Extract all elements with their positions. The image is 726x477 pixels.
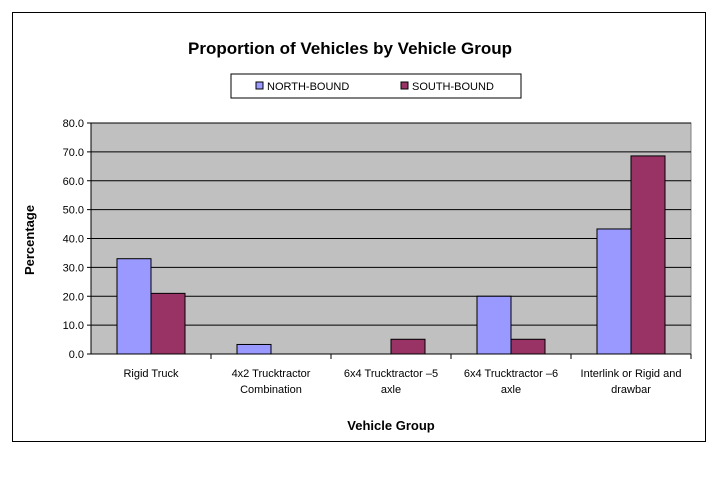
legend-swatch bbox=[400, 81, 409, 90]
x-tick-label: 6x4 Trucktractor –6 bbox=[464, 368, 558, 380]
y-tick-label: 20.0 bbox=[63, 291, 84, 303]
bar-south-bound bbox=[510, 338, 546, 355]
x-tick-label: 6x4 Trucktractor –5 bbox=[344, 368, 438, 380]
y-tick-label: 30.0 bbox=[63, 262, 84, 274]
y-axis-title: Percentage bbox=[22, 205, 37, 275]
x-tick-label: axle bbox=[501, 384, 521, 396]
legend: NORTH-BOUND SOUTH-BOUND bbox=[230, 73, 522, 99]
bars bbox=[116, 155, 666, 355]
x-tick-label: Rigid Truck bbox=[123, 368, 179, 380]
legend-label: NORTH-BOUND bbox=[267, 81, 349, 93]
y-tick-label: 0.0 bbox=[69, 349, 84, 361]
x-tick-label: axle bbox=[381, 384, 401, 396]
y-tick-label: 60.0 bbox=[63, 176, 84, 188]
x-axis-ticks: Rigid Truck 4x2 Trucktractor Combination 6x… bbox=[123, 354, 692, 396]
legend-swatch bbox=[255, 81, 264, 90]
y-tick-label: 40.0 bbox=[63, 234, 84, 246]
y-tick-label: 10.0 bbox=[63, 320, 84, 332]
legend-label: SOUTH-BOUND bbox=[412, 81, 494, 93]
chart-title: Proportion of Vehicles by Vehicle Group bbox=[188, 39, 512, 58]
x-tick-label: 4x2 Trucktractor bbox=[232, 368, 311, 380]
x-tick-label: Interlink or Rigid and bbox=[581, 368, 682, 380]
bar-north-bound bbox=[236, 343, 272, 355]
bar-north-bound bbox=[116, 258, 152, 355]
x-axis-title: Vehicle Group bbox=[347, 418, 434, 433]
y-axis-ticks: 0.0 10.0 20.0 30.0 40.0 50.0 60.0 70.0 80.0 bbox=[63, 118, 691, 361]
y-tick-label: 70.0 bbox=[63, 147, 84, 159]
legend-box bbox=[230, 73, 522, 99]
y-tick-label: 50.0 bbox=[63, 205, 84, 217]
x-tick-label: drawbar bbox=[611, 384, 651, 396]
gridlines bbox=[91, 122, 691, 326]
bar-north-bound bbox=[476, 295, 512, 355]
bar-south-bound bbox=[630, 155, 666, 355]
y-tick-label: 80.0 bbox=[63, 118, 84, 130]
bar-north-bound bbox=[596, 228, 632, 355]
x-tick-label: Combination bbox=[240, 384, 302, 396]
bar-south-bound bbox=[390, 338, 426, 355]
bar-south-bound bbox=[150, 292, 186, 355]
